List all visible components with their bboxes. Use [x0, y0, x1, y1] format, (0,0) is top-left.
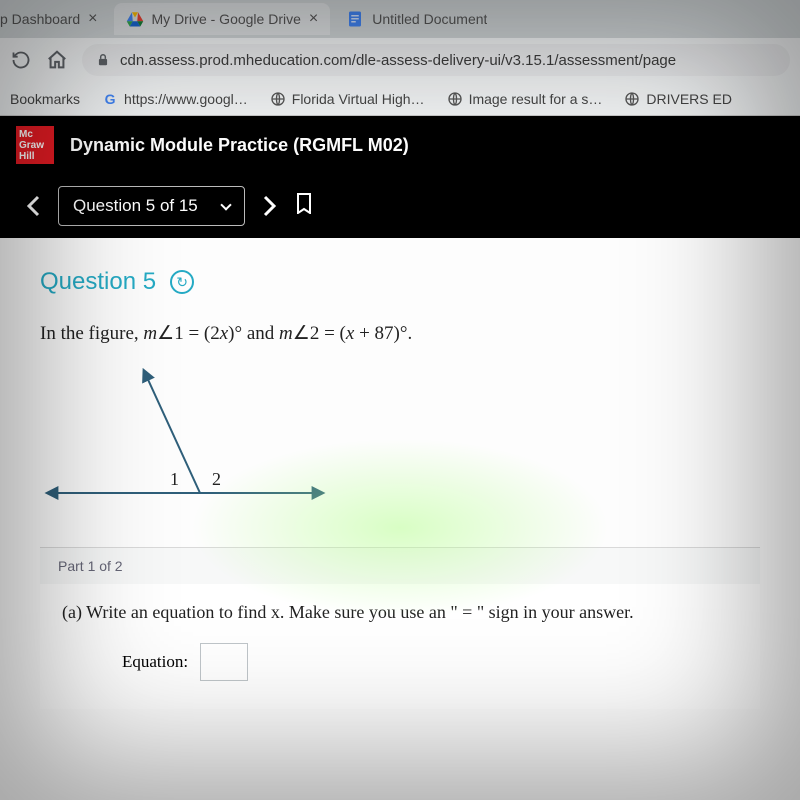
url-text: cdn.assess.prod.mheducation.com/dle-asse…	[120, 52, 676, 69]
math-x1: x	[220, 323, 228, 344]
prompt-and: and	[242, 323, 279, 344]
question-content: Question 5 ↻ In the figure, m∠1 = (2x)° …	[0, 238, 800, 800]
math-post2: + 87)°.	[354, 323, 412, 344]
module-title: Dynamic Module Practice (RGMFL M02)	[70, 135, 409, 156]
bookmarks-bar: Bookmarks G https://www.googl… Florida V…	[0, 82, 800, 116]
bookmark-label: Image result for a s…	[469, 91, 603, 107]
math-post1: )°	[228, 323, 242, 344]
part-body: (a) Write an equation to find x. Make su…	[40, 584, 760, 709]
equation-input[interactable]	[200, 643, 248, 681]
bookmark-google[interactable]: G https://www.googl…	[102, 91, 248, 107]
math-mid1: 1 = (2	[174, 323, 220, 344]
tab-title: Untitled Document	[372, 11, 487, 27]
close-icon[interactable]: ×	[309, 10, 318, 28]
part-prompt: (a) Write an equation to find x. Make su…	[62, 602, 738, 623]
prev-question-button[interactable]	[20, 195, 46, 217]
question-picker-label: Question 5 of 15	[73, 196, 198, 216]
chevron-down-icon	[220, 199, 231, 210]
tab-title: p Dashboard	[0, 11, 80, 27]
equation-row: Equation:	[122, 643, 738, 681]
bookmark-image[interactable]: Image result for a s…	[447, 91, 603, 107]
svg-text:2: 2	[212, 469, 221, 489]
bookmark-flvs[interactable]: Florida Virtual High…	[270, 91, 425, 107]
tab-title: My Drive - Google Drive	[152, 11, 301, 27]
browser-tab-strip: p Dashboard × My Drive - Google Drive × …	[0, 0, 800, 38]
google-icon: G	[102, 91, 118, 107]
bookmark-label: DRIVERS ED	[646, 91, 732, 107]
question-nav: Question 5 of 15	[0, 174, 800, 238]
reload-icon[interactable]	[10, 49, 32, 71]
math-m1: m	[143, 323, 157, 344]
globe-icon	[447, 91, 463, 107]
home-icon[interactable]	[46, 49, 68, 71]
angle-icon: ∠	[293, 323, 310, 344]
bookmark-label: https://www.googl…	[124, 91, 248, 107]
address-bar[interactable]: cdn.assess.prod.mheducation.com/dle-asse…	[82, 44, 790, 76]
next-question-button[interactable]	[257, 195, 283, 217]
logo-line: Graw	[19, 140, 54, 151]
equation-label: Equation:	[122, 652, 188, 672]
mcgraw-hill-logo: Mc Graw Hill	[16, 126, 54, 164]
logo-line: Mc	[19, 129, 54, 140]
bookmark-label: Florida Virtual High…	[292, 91, 425, 107]
globe-icon	[624, 91, 640, 107]
part-box: Part 1 of 2 (a) Write an equation to fin…	[40, 547, 760, 709]
bookmarks-label: Bookmarks	[10, 91, 80, 107]
question-title: Question 5 ↻	[40, 268, 760, 296]
logo-line: Hill	[19, 151, 54, 162]
tab-dashboard[interactable]: p Dashboard ×	[0, 3, 110, 35]
app-header: Mc Graw Hill Dynamic Module Practice (RG…	[0, 116, 800, 174]
bookmark-drivers[interactable]: DRIVERS ED	[624, 91, 732, 107]
drive-icon	[126, 10, 144, 28]
tab-document[interactable]: Untitled Document	[334, 3, 499, 35]
reset-question-icon[interactable]: ↻	[170, 270, 194, 294]
angle-figure: 1 2	[40, 363, 340, 523]
question-prompt: In the figure, m∠1 = (2x)° and m∠2 = (x …	[40, 322, 760, 345]
bookmark-question-button[interactable]	[295, 192, 313, 220]
lock-icon	[96, 53, 110, 67]
math-mid2: 2 = (	[310, 323, 346, 344]
question-picker[interactable]: Question 5 of 15	[58, 186, 245, 226]
docs-icon	[346, 10, 364, 28]
part-header: Part 1 of 2	[40, 548, 760, 584]
tab-drive[interactable]: My Drive - Google Drive ×	[114, 3, 331, 35]
svg-text:1: 1	[170, 469, 179, 489]
angle-icon: ∠	[157, 323, 174, 344]
prompt-pre: In the figure,	[40, 323, 143, 344]
question-title-text: Question 5	[40, 268, 156, 296]
globe-icon	[270, 91, 286, 107]
close-icon[interactable]: ×	[88, 10, 97, 28]
math-m2: m	[279, 323, 293, 344]
address-bar-row: cdn.assess.prod.mheducation.com/dle-asse…	[0, 38, 800, 82]
